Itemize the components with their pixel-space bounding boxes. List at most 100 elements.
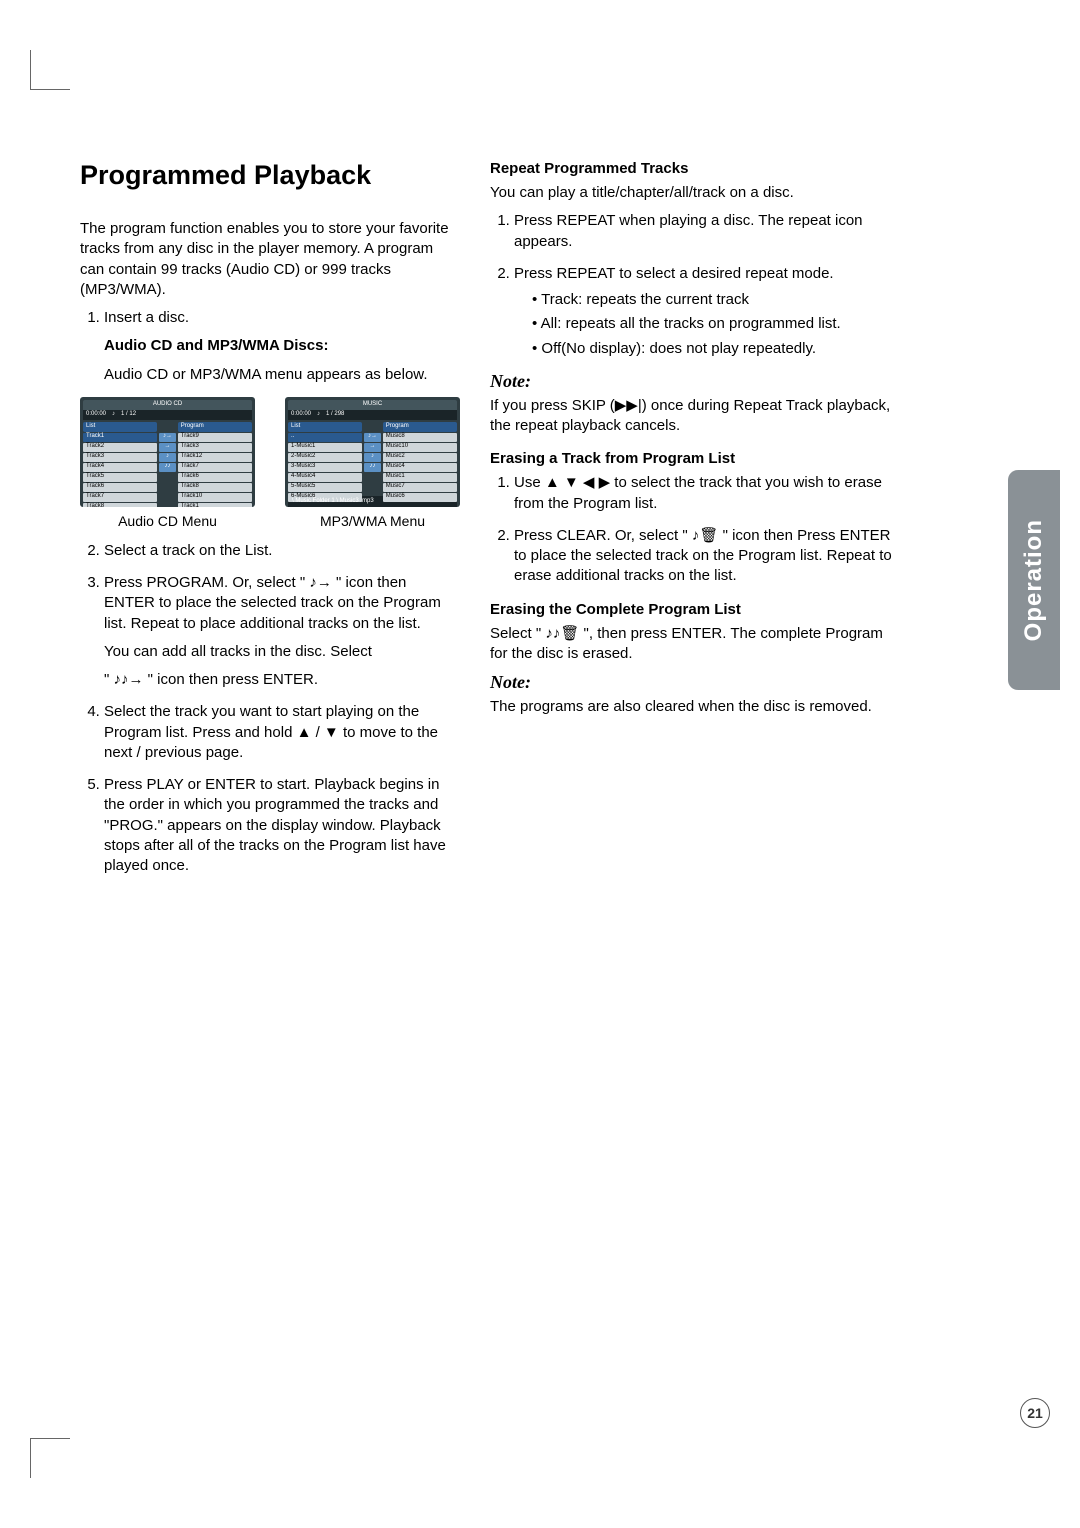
repeat-bullet: Track: repeats the current track xyxy=(532,290,900,310)
mp3-menu: MUSIC 0:00:00 ♪ 1 / 298 List .. 1-Music1… xyxy=(285,397,460,507)
cd-list-item: Track1 xyxy=(83,433,157,442)
mp3-prog-item: Music10 xyxy=(383,443,457,452)
mp3-prog-item: Music7 xyxy=(383,483,457,492)
mp3-list-item: 3-Music3 xyxy=(288,463,362,472)
cd-prog-item: Track10 xyxy=(178,493,252,502)
mp3-disc-count: 1 / 298 xyxy=(326,411,344,419)
cd-list-item: Track3 xyxy=(83,453,157,462)
cd-prog-item: Track1 xyxy=(178,503,252,507)
note-icon: ♪ xyxy=(364,453,380,462)
page-content: Programmed Playback The program function… xyxy=(80,160,1060,1488)
mp3-prog-item: Music6 xyxy=(383,493,457,502)
mp3-list-head: List xyxy=(288,422,362,432)
cd-prog-head: Program xyxy=(178,422,252,432)
step-5-text: Press PLAY or ENTER to start. Playback b… xyxy=(104,776,446,874)
add-track-icon: ♪→ xyxy=(364,433,380,442)
step-1: Insert a disc. Audio CD and MP3/WMA Disc… xyxy=(104,308,460,385)
add-all-icon: ♪♪ xyxy=(159,463,175,472)
repeat-step-1: Press REPEAT when playing a disc. The re… xyxy=(514,211,900,252)
cd-program-col: Program Track9 Track3 Track12 Track7 Tra… xyxy=(178,422,252,502)
erase-step-2-text: Press CLEAR. Or, select " ♪🗑 " icon then… xyxy=(514,527,892,585)
repeat-steps: Press REPEAT when playing a disc. The re… xyxy=(490,211,900,359)
step-4: Select the track you want to start playi… xyxy=(104,702,460,763)
menu-screenshots-row: AUDIO CD 0:00:00 ♪ 1 / 12 List Track1 Tr… xyxy=(80,397,460,507)
erase-all-body: Select " ♪♪🗑 ", then press ENTER. The co… xyxy=(490,624,900,665)
mp3-prog-item: Music1 xyxy=(383,473,457,482)
step-3-sub2: " ♪♪→ " icon then press ENTER. xyxy=(104,670,460,690)
cd-list-col: List Track1 Track2 Track3 Track4 Track5 … xyxy=(83,422,157,502)
note-icon: ♪ xyxy=(159,453,175,462)
cd-menu-title: AUDIO CD xyxy=(83,400,252,410)
move-icon: → xyxy=(364,443,380,452)
repeat-bullet: All: repeats all the tracks on programme… xyxy=(532,314,900,334)
mp3-list-item: 1-Music1 xyxy=(288,443,362,452)
cd-disc-count: 1 / 12 xyxy=(121,411,136,419)
step-1-text: Insert a disc. xyxy=(104,309,189,326)
note-1-body: If you press SKIP (▶▶|) once during Repe… xyxy=(490,396,900,437)
repeat-intro: You can play a title/chapter/all/track o… xyxy=(490,183,900,203)
mp3-prog-item: Music2 xyxy=(383,453,457,462)
page-title: Programmed Playback xyxy=(80,160,460,191)
mp3-prog-head: Program xyxy=(383,422,457,432)
repeat-step-1-text: Press REPEAT when playing a disc. The re… xyxy=(514,212,863,249)
mp3-mid-icons: ♪→ → ♪ ♪♪ xyxy=(364,422,380,494)
page-number: 21 xyxy=(1020,1398,1050,1428)
step-4-text: Select the track you want to start playi… xyxy=(104,703,438,761)
cd-prog-item: Track8 xyxy=(178,483,252,492)
left-steps-cont: Select a track on the List. Press PROGRA… xyxy=(80,541,460,877)
mp3-menu-info: 0:00:00 ♪ 1 / 298 xyxy=(288,410,457,420)
cd-list-item: Track7 xyxy=(83,493,157,502)
repeat-head: Repeat Programmed Tracks xyxy=(490,160,900,177)
cd-list-item: Track2 xyxy=(83,443,157,452)
cd-menu-info: 0:00:00 ♪ 1 / 12 xyxy=(83,410,252,420)
mp3-prog-item: Music8 xyxy=(383,433,457,442)
add-all-icon: ♪♪ xyxy=(364,463,380,472)
mp3-list-col: List .. 1-Music1 2-Music2 3-Music3 4-Mus… xyxy=(288,422,362,494)
side-tab: Operation xyxy=(1008,470,1060,690)
cd-list-item: Track4 xyxy=(83,463,157,472)
cd-prog-item: Track7 xyxy=(178,463,252,472)
erase-step-2: Press CLEAR. Or, select " ♪🗑 " icon then… xyxy=(514,526,900,587)
step-2-text: Select a track on the List. xyxy=(104,542,272,559)
add-track-icon: ♪→ xyxy=(159,433,175,442)
crop-mark-top-left xyxy=(30,50,70,90)
side-tab-label: Operation xyxy=(1020,519,1048,641)
mp3-program-col: Program Music8 Music10 Music2 Music4 Mus… xyxy=(383,422,457,494)
menu-captions: Audio CD Menu MP3/WMA Menu xyxy=(80,513,460,529)
cd-list-item: Track5 xyxy=(83,473,157,482)
caption-cd: Audio CD Menu xyxy=(80,513,255,529)
page-number-value: 21 xyxy=(1027,1405,1043,1421)
mp3-list-item: 5-Music5 xyxy=(288,483,362,492)
move-icon: → xyxy=(159,443,175,452)
cd-list-head: List xyxy=(83,422,157,432)
erase-head: Erasing a Track from Program List xyxy=(490,450,900,467)
cd-list-item: Track6 xyxy=(83,483,157,492)
audio-cd-menu: AUDIO CD 0:00:00 ♪ 1 / 12 List Track1 Tr… xyxy=(80,397,255,507)
mp3-list-item: 2-Music2 xyxy=(288,453,362,462)
step-1-subhead: Audio CD and MP3/WMA Discs: xyxy=(104,336,460,356)
note-1-head: Note: xyxy=(490,371,900,392)
step-1-subbody: Audio CD or MP3/WMA menu appears as belo… xyxy=(104,365,460,385)
mp3-time: 0:00:00 xyxy=(291,411,311,419)
cd-list-item: Track8 xyxy=(83,503,157,507)
left-column: Programmed Playback The program function… xyxy=(80,160,480,1488)
step-2: Select a track on the List. xyxy=(104,541,460,561)
cd-time: 0:00:00 xyxy=(86,411,106,419)
caption-mp3: MP3/WMA Menu xyxy=(285,513,460,529)
cd-prog-item: Track3 xyxy=(178,443,252,452)
step-3-text: Press PROGRAM. Or, select " ♪→ " icon th… xyxy=(104,574,441,632)
erase-steps: Use ▲ ▼ ◀ ▶ to select the track that you… xyxy=(490,473,900,586)
mp3-list-item: 4-Music4 xyxy=(288,473,362,482)
mp3-prog-item: Music4 xyxy=(383,463,457,472)
note-2-body: The programs are also cleared when the d… xyxy=(490,697,900,717)
cd-prog-item: Track9 xyxy=(178,433,252,442)
step-3: Press PROGRAM. Or, select " ♪→ " icon th… xyxy=(104,573,460,690)
note-2-head: Note: xyxy=(490,672,900,693)
mp3-menu-title: MUSIC xyxy=(288,400,457,410)
repeat-step-2: Press REPEAT to select a desired repeat … xyxy=(514,264,900,359)
erase-step-1: Use ▲ ▼ ◀ ▶ to select the track that you… xyxy=(514,473,900,514)
erase-step-1-text: Use ▲ ▼ ◀ ▶ to select the track that you… xyxy=(514,474,882,511)
cd-prog-item: Track6 xyxy=(178,473,252,482)
intro-paragraph: The program function enables you to stor… xyxy=(80,219,460,300)
cd-prog-item: Track12 xyxy=(178,453,252,462)
